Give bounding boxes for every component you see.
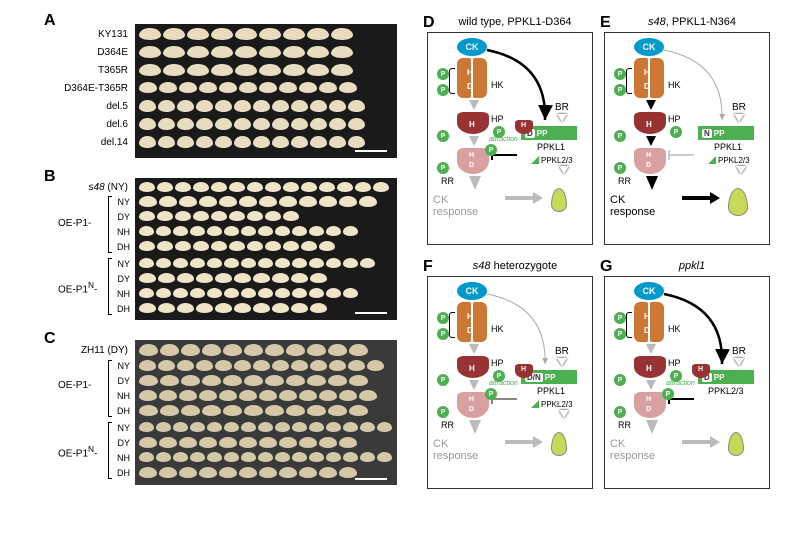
panel-a-label: A [44, 12, 56, 30]
panel-b-sub-label: NY [112, 259, 132, 269]
panel-b-label: B [44, 168, 56, 186]
diagram-title: wild type, PPKL1-D364 [437, 16, 593, 28]
ppkl23-label: PPKL2/3 [708, 386, 744, 396]
panel-b-sub-label: DY [112, 274, 132, 284]
attraction-label: attraction [666, 380, 695, 387]
ppkl23-triangle [708, 156, 716, 164]
panel-c-top-label: ZH11 (DY) [74, 345, 132, 356]
ppkl1-label: PPKL1 [714, 142, 742, 152]
panel-b-group-label: OE-P1- [58, 218, 91, 229]
panel-a-row-label: del.6 [46, 119, 132, 130]
inhibit-stem [493, 154, 517, 156]
ppkl1-label: PPKL1 [537, 142, 565, 152]
panel-e-label: E [600, 14, 611, 32]
panel-b-top-label: s48 (NY) [78, 182, 132, 193]
panel-a-row-label: del.5 [46, 101, 132, 112]
ppkl23-triangle [531, 400, 539, 408]
panel-a-row-label: D364E [46, 47, 132, 58]
panel-c-sub-label: NY [112, 423, 132, 433]
inhibit-bar [668, 150, 670, 160]
br-label: BR [732, 346, 746, 357]
panel-c-group-label: OE-P1N- [58, 444, 97, 459]
panel-a-row-label: del.14 [46, 137, 132, 148]
panel-b-sub-label: DH [112, 304, 132, 314]
ppkl-out-arrow [559, 410, 569, 418]
inhibit-stem [670, 154, 694, 156]
panel-a-row-label: T365R [46, 65, 132, 76]
ppkl1-label: PPKL1 [537, 386, 565, 396]
panel-d-label: D [423, 14, 435, 32]
panel-a-row-label: KY131 [46, 29, 132, 40]
ppkl-h-label: H [698, 366, 703, 373]
panel-b-sub-label: DY [112, 212, 132, 222]
panel-c-sub-label: DH [112, 468, 132, 478]
panel-c-sub-label: DH [112, 406, 132, 416]
panel-c-label: C [44, 330, 56, 348]
p-circle: P [485, 144, 497, 156]
panel-b-sub-label: NH [112, 289, 132, 299]
panel-c-sub-label: NY [112, 361, 132, 371]
ppkl23-label: PPKL2/3 [541, 156, 573, 165]
ppkl-h-label: H [521, 122, 526, 129]
panel-c-sub-label: DY [112, 438, 132, 448]
inhibit-stem [670, 398, 694, 400]
ppkl-bar: NPP [698, 126, 754, 140]
diagram-title: ppkl1 [614, 260, 770, 272]
br-label: BR [555, 102, 569, 113]
panel-c-group-label: OE-P1- [58, 380, 91, 391]
br-arrow [557, 358, 567, 366]
ppkl23-label: PPKL2/3 [541, 400, 573, 409]
panel-c-sub-label: NH [112, 391, 132, 401]
ppkl-h-label: H [521, 366, 526, 373]
ppkl-out-arrow [736, 166, 746, 174]
panel-c-sub-label: DY [112, 376, 132, 386]
panel-a-row-label: D364E-T365R [46, 83, 132, 94]
panel-b-group-label: OE-P1N- [58, 280, 97, 295]
panel-b-sub-label: NY [112, 197, 132, 207]
br-arrow [734, 114, 744, 122]
panel-b-sub-label: NH [112, 227, 132, 237]
p-circle: P [662, 388, 674, 400]
attraction-label: attraction [489, 380, 518, 387]
panel-c-sub-label: NH [112, 453, 132, 463]
diagram-title: s48, PPKL1-N364 [614, 16, 770, 28]
panel-f-label: F [423, 258, 433, 276]
ppkl23-triangle [531, 156, 539, 164]
panel-b-sub-label: DH [112, 242, 132, 252]
inhibit-stem [493, 398, 517, 400]
br-arrow [734, 358, 744, 366]
diagram-title: s48 heterozygote [437, 260, 593, 272]
ppkl23-label: PPKL2/3 [718, 156, 750, 165]
br-arrow [557, 114, 567, 122]
p-circle: P [485, 388, 497, 400]
panel-g-label: G [600, 258, 612, 276]
attraction-label: attraction [489, 136, 518, 143]
br-label: BR [732, 102, 746, 113]
br-label: BR [555, 346, 569, 357]
ppkl-out-arrow [559, 166, 569, 174]
